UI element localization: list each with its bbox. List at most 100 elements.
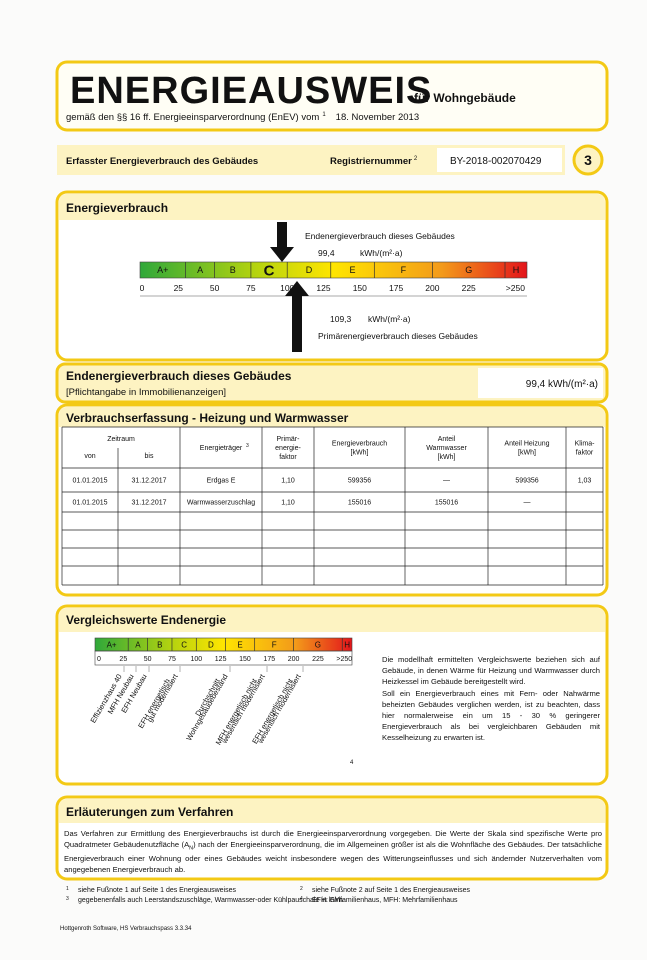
section-heading: Verbrauchserfassung - Heizung und Warmwa… <box>66 411 349 425</box>
scale-label: >250 <box>336 656 352 663</box>
regulation-date: 18. November 2013 <box>336 112 419 123</box>
registration-number: BY-2018-002070429 <box>450 156 542 167</box>
scale-label: 175 <box>389 283 403 293</box>
scale-label: 100 <box>280 283 294 293</box>
footnote-mark: 2 <box>300 886 303 892</box>
table-cell: 01.01.2015 <box>72 478 107 485</box>
table-cell: 01.01.2015 <box>72 500 107 507</box>
subtitle: für Wohngebäude <box>414 91 516 105</box>
scale-label: 150 <box>353 283 367 293</box>
scale-label: 0 <box>97 656 101 663</box>
class-label: A+ <box>157 265 168 275</box>
table-cell: 31.12.2017 <box>131 478 166 485</box>
section-heading: Vergleichswerte Endenergie <box>66 613 226 627</box>
scale-label: 75 <box>246 283 256 293</box>
table-cell: Erdgas E <box>207 478 236 485</box>
class-label: A+ <box>107 640 117 649</box>
end-unit: kWh/(m²·a) <box>360 248 403 258</box>
registration-number-label: Registriernummer 2 <box>330 156 418 167</box>
paragraph: Das Verfahren zur Ermittlung des Energie… <box>64 829 602 849</box>
section-heading: Energieverbrauch <box>66 201 168 215</box>
title: ENERGIEAUSWEIS <box>70 70 432 112</box>
heading-strip <box>59 407 605 427</box>
header-cell: bis <box>145 453 154 460</box>
regulation-text: gemäß den §§ 16 ff. Energieeinsparverord… <box>66 112 319 123</box>
scale-label: 125 <box>215 656 227 663</box>
footnote-text: EFH: Einfamilienhaus, MFH: Mehrfamilienh… <box>312 897 458 904</box>
table-cell: — <box>443 478 450 485</box>
footnote-mark: 3 <box>246 443 249 449</box>
primary-unit: kWh/(m²·a) <box>368 314 411 324</box>
registration-field <box>437 148 562 172</box>
header-cell: [kWh] <box>438 454 456 461</box>
header-cell: Zeitraum <box>107 436 135 443</box>
scale-label: 50 <box>210 283 220 293</box>
scale-label: 25 <box>174 283 184 293</box>
scale-label: 125 <box>316 283 330 293</box>
scale-label: 225 <box>312 656 324 663</box>
class-label: E <box>350 265 356 275</box>
label-text: Registriernummer <box>330 156 412 167</box>
consumption-box <box>55 403 609 597</box>
class-label: F <box>272 640 277 649</box>
comparison-scale: A+ A B C D E F G H 0 25 50 75 100 125 150 175 200 225 >250 <box>94 637 353 666</box>
scale-label: 25 <box>119 656 127 663</box>
class-label: E <box>237 640 242 649</box>
comparison-text: Die modellhaft ermittelten Vergleichswer… <box>382 654 600 744</box>
end-arrow <box>270 222 294 262</box>
footnote-mark: 1 <box>322 112 326 118</box>
energy-scale: A+ A B C D E F G H 0 25 50 75 100 125 150 175 200 225 >250 <box>139 261 528 297</box>
table-cell: 1,10 <box>281 478 295 485</box>
scale-label: 0 <box>140 283 145 293</box>
registration-label: Erfasster Energieverbrauch des Gebäudes <box>66 156 258 167</box>
header-cell: Energieverbrauch <box>332 441 387 448</box>
class-label: C <box>264 262 275 279</box>
page-number: 3 <box>584 152 592 168</box>
footnote-mark: 3 <box>66 896 69 902</box>
subscript: N <box>189 845 194 852</box>
class-label: A <box>197 265 203 275</box>
scale-label: 225 <box>462 283 476 293</box>
heading-strip <box>59 194 605 220</box>
summary-note: [Pflichtangabe in Immobilienanzeigen] <box>66 387 226 398</box>
table-cell: 31.12.2017 <box>131 500 166 507</box>
table-cell: 599356 <box>515 478 538 485</box>
scale-label: 50 <box>144 656 152 663</box>
footnote-mark: 4 <box>300 896 303 902</box>
header-cell: von <box>84 453 95 460</box>
explanation-text: Das Verfahren zur Ermittlung des Energie… <box>64 829 602 876</box>
class-label: F <box>401 265 407 275</box>
scale-label: 175 <box>263 656 275 663</box>
header-cell: Warmwasser <box>426 445 467 452</box>
header-cell: faktor <box>576 450 594 457</box>
primary-value: 109,3 <box>330 314 352 324</box>
class-label: G <box>315 640 321 649</box>
header-cell: Energieträger <box>200 445 243 452</box>
class-label: H <box>513 265 520 275</box>
header-box <box>55 60 609 132</box>
paragraph: Soll ein Energieverbrauch eines mit Fern… <box>382 688 600 743</box>
heading-strip <box>59 608 605 632</box>
summary-box <box>55 362 609 404</box>
scale-label: 200 <box>425 283 439 293</box>
table-cell: 1,03 <box>578 478 592 485</box>
scale-label: 200 <box>288 656 300 663</box>
class-label: B <box>230 265 236 275</box>
class-label: D <box>208 640 214 649</box>
header-cell: Anteil Heizung <box>504 441 549 448</box>
footnote-mark: 4 <box>350 760 354 766</box>
scale-frame <box>94 650 353 666</box>
class-label: C <box>181 640 187 649</box>
class-bar <box>139 261 528 279</box>
header-cell: Primär- <box>277 436 301 443</box>
section-heading: Erläuterungen zum Verfahren <box>66 805 233 819</box>
class-label: D <box>306 265 313 275</box>
header-cell: Anteil <box>438 436 456 443</box>
footnote-text: siehe Fußnote 2 auf Seite 1 des Energiea… <box>312 887 470 894</box>
class-label: H <box>344 640 350 649</box>
end-value: 99,4 <box>318 248 335 258</box>
header-cell: energie- <box>275 445 301 452</box>
